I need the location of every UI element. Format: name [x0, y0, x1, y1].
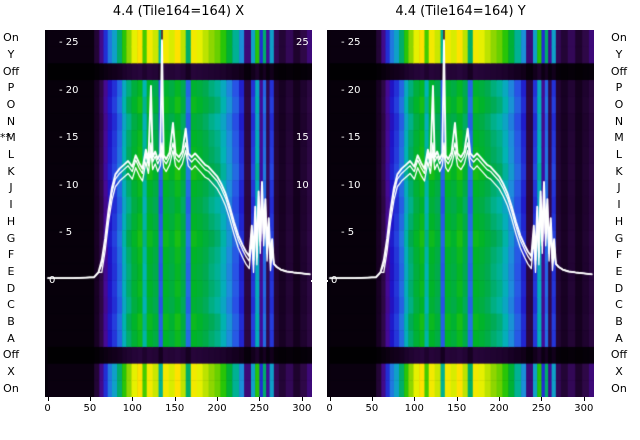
row-label-right: F: [615, 248, 623, 262]
x-tick-label: 250: [531, 403, 551, 414]
x-tick-mark: [301, 397, 303, 401]
star-marker: **: [0, 131, 11, 145]
row-label-left: B: [7, 314, 15, 328]
x-tick-mark: [132, 397, 134, 401]
x-tick-mark: [541, 397, 543, 401]
y-tick-label: - 15: [59, 132, 79, 144]
row-label-right: N: [614, 114, 624, 128]
right-edge-tick-label: 10: [296, 179, 309, 191]
row-label-right: X: [615, 364, 623, 378]
baseline-connector: [311, 280, 328, 283]
row-label-left: Off: [2, 348, 20, 362]
x-tick-label: 250: [249, 403, 269, 414]
row-labels-right: On Y Off P O N M L K J I H G F E D C B A Off X On: [608, 0, 630, 440]
x-tick-label: 0: [44, 403, 51, 414]
row-label-left: Y: [7, 48, 15, 62]
row-label-left: G: [6, 231, 16, 245]
row-label-left: On: [3, 381, 19, 395]
x-tick-mark: [371, 397, 373, 401]
y-tick-label: - 25: [341, 37, 361, 48]
x-tick-mark: [259, 397, 261, 401]
row-label-left: E: [7, 264, 15, 278]
row-label-left: K: [7, 164, 15, 178]
heatmap-canvas-y: [327, 30, 594, 397]
x-tick-mark: [47, 397, 49, 401]
row-label-left: A: [7, 331, 15, 345]
x-tick-label: 100: [404, 403, 424, 414]
row-label-left: O: [6, 98, 16, 112]
row-label-right: I: [617, 198, 621, 212]
row-label-left: N: [6, 114, 16, 128]
row-label-left: D: [6, 281, 16, 295]
y-tick-label: - 10: [59, 179, 79, 191]
row-label-right: Off: [610, 348, 628, 362]
x-tick-label: 50: [83, 403, 97, 414]
row-label-left: Off: [2, 64, 20, 78]
x-tick-label: 200: [489, 403, 509, 414]
row-label-left: I: [9, 198, 13, 212]
x-tick-mark: [89, 397, 91, 401]
row-label-right: B: [615, 314, 623, 328]
x-tick-label: 300: [574, 403, 594, 414]
row-label-right: On: [611, 31, 627, 45]
x-tick-label: 50: [365, 403, 379, 414]
row-label-right: M: [614, 131, 624, 145]
row-label-left: C: [7, 298, 15, 312]
x-tick-mark: [456, 397, 458, 401]
y-tick-label: - 25: [59, 37, 79, 48]
row-label-left: H: [6, 214, 16, 228]
y-tick-label: - 15: [341, 132, 361, 144]
x-tick-mark: [414, 397, 416, 401]
y-tick-label: 0: [331, 275, 338, 286]
y-tick-label: - 20: [341, 84, 361, 96]
x-tick-label: 150: [447, 403, 467, 414]
row-label-right: K: [615, 164, 623, 178]
x-tick-label: 100: [122, 403, 142, 414]
panel-x: 4.4 (Tile164=164) X - 25 - 20 - 15 - 10 - 5 0…: [44, 4, 312, 414]
heatmap-canvas-x: [45, 30, 312, 397]
panel-y: 4.4 (Tile164=164) Y - 25 - 20 - 15 - 10 - 5 0…: [326, 4, 594, 414]
row-label-left: X: [7, 364, 15, 378]
row-label-right: C: [615, 298, 623, 312]
row-label-left: M: [6, 131, 16, 145]
row-label-right: D: [614, 281, 624, 295]
y-tick-label: - 5: [59, 227, 73, 239]
row-label-left: J: [9, 181, 13, 195]
row-label-right: E: [615, 264, 623, 278]
row-label-right: P: [615, 81, 623, 95]
x-tick-label: 150: [165, 403, 185, 414]
row-label-right: Off: [610, 64, 628, 78]
row-label-right: Y: [615, 48, 623, 62]
row-label-right: L: [615, 148, 623, 162]
x-tick-mark: [217, 397, 219, 401]
x-tick-label: 200: [207, 403, 227, 414]
row-label-right: G: [614, 231, 624, 245]
y-tick-label: - 5: [341, 227, 355, 239]
x-tick-label: 300: [292, 403, 312, 414]
x-tick-mark: [583, 397, 585, 401]
x-tick-mark: [174, 397, 176, 401]
row-label-right: On: [611, 381, 627, 395]
row-label-right: A: [615, 331, 623, 345]
row-label-right: J: [617, 181, 621, 195]
x-tick-mark: [499, 397, 501, 401]
y-tick-label: - 20: [59, 84, 79, 96]
panel-y-title: 4.4 (Tile164=164) Y: [395, 4, 526, 19]
panel-x-title: 4.4 (Tile164=164) X: [112, 4, 245, 19]
y-tick-label: 0: [49, 275, 56, 286]
right-edge-tick-label: 25: [296, 37, 309, 48]
row-label-right: H: [614, 214, 624, 228]
row-label-left: P: [7, 81, 15, 95]
right-edge-tick-label: 15: [296, 132, 309, 144]
row-labels-left: On Y Off P O N M L K J I H G F E D C B A Off X On: [0, 0, 22, 440]
row-label-left: F: [7, 248, 15, 262]
row-label-left: On: [3, 31, 19, 45]
x-tick-label: 0: [326, 403, 333, 414]
row-label-right: O: [614, 98, 624, 112]
y-tick-label: - 10: [341, 179, 361, 191]
row-label-left: L: [7, 148, 15, 162]
x-tick-mark: [329, 397, 331, 401]
